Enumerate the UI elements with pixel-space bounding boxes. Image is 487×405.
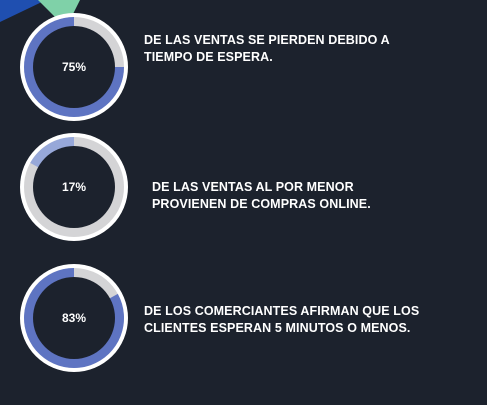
donut-value-label: 75% [62, 60, 86, 74]
stat-block-2: 17% DE LAS VENTAS AL POR MENOR PROVIENEN… [0, 132, 487, 244]
stat-caption-3: DE LOS COMERCIANTES AFIRMAN QUE LOS CLIE… [144, 304, 420, 335]
donut-center [33, 277, 115, 359]
stat-caption-2: DE LAS VENTAS AL POR MENOR PROVIENEN DE … [152, 180, 371, 211]
donut-value-label: 17% [62, 180, 86, 194]
donut-value-label: 83% [62, 311, 86, 325]
stat-caption-1: DE LAS VENTAS SE PIERDEN DEBIDO A TIEMPO… [144, 33, 390, 64]
donut-chart-1: 75% [20, 13, 128, 121]
donut-chart-2: 17% [20, 133, 128, 241]
donut-center [33, 26, 115, 108]
stat-block-3: 83% DE LOS COMERCIANTES AFIRMAN QUE LOS … [0, 263, 487, 375]
donut-chart-3: 83% [20, 264, 128, 372]
stat-block-1: 75% DE LAS VENTAS SE PIERDEN DEBIDO A TI… [0, 12, 487, 124]
donut-center [33, 146, 115, 228]
